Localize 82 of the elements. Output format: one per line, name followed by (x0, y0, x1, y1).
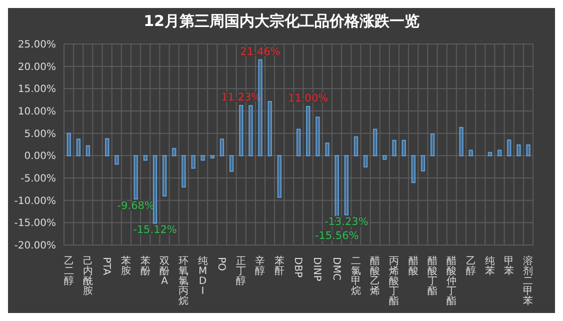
x-tick-label: 丙烯酸丁酯 (389, 256, 400, 307)
bar (210, 155, 215, 158)
x-tick-label: DBP (292, 257, 303, 278)
bar (363, 155, 368, 168)
x-tick-label: 溶剂二甲苯 (523, 255, 534, 307)
bar (526, 144, 530, 156)
bar (411, 155, 416, 184)
bar (182, 155, 186, 188)
bar (220, 138, 224, 156)
bar (162, 155, 167, 196)
bar (468, 150, 473, 156)
x-tick-label: 正丁醇 (236, 256, 246, 287)
bar (248, 105, 253, 156)
y-tick-label: 25.00% (18, 40, 56, 51)
x-tick-label: 苯酐 (274, 255, 284, 277)
x-tick-label: 醋酸仲丁酯 (446, 255, 457, 307)
bar (191, 155, 196, 169)
bar (325, 142, 330, 156)
x-tick-label: PO (215, 257, 226, 272)
bar (268, 101, 272, 156)
bar (143, 155, 148, 161)
x-tick-label: 乙醇 (466, 256, 476, 277)
x-tick-label: 二氯甲烷 (350, 256, 361, 297)
data-label: 21.46% (240, 46, 280, 58)
x-tick-label: 醋酸 (408, 255, 418, 277)
y-tick-label: 15.00% (18, 84, 56, 96)
bar (402, 140, 406, 156)
bar (420, 155, 426, 172)
x-tick-label: 环氧氯丙烷 (178, 256, 189, 307)
y-tick-label: -5.00% (20, 174, 56, 185)
x-tick-label: 己内酰胺 (82, 256, 93, 297)
bar (152, 155, 158, 224)
bar (507, 139, 512, 156)
x-tick-label: 纯MDI (198, 255, 208, 297)
bar (296, 128, 301, 156)
y-tick-label: -10.00% (14, 196, 56, 207)
x-tick-label: 甲苯 (504, 256, 514, 277)
x-tick-label: 苯胺 (121, 255, 132, 277)
bar (354, 136, 358, 156)
y-tick-label: 5.00% (24, 128, 56, 140)
x-tick-label: 醋酸乙烯 (370, 255, 380, 297)
y-tick-label: 10.00% (18, 106, 56, 118)
bar (316, 116, 320, 156)
y-tick-label: -20.00% (14, 240, 56, 252)
x-tick-label: 纯苯 (484, 255, 495, 277)
bar (459, 126, 464, 156)
bar (172, 148, 176, 156)
x-tick-label: 醋酸丁酯 (428, 255, 438, 297)
bar (239, 104, 244, 156)
data-label: -15.56% (314, 230, 359, 242)
bar (76, 138, 81, 156)
bar (105, 138, 110, 156)
bar (497, 150, 502, 156)
data-label: -15.12% (133, 224, 177, 236)
bar (516, 144, 521, 156)
bar (114, 155, 119, 165)
x-tick-label: 乙二醇 (64, 256, 74, 287)
x-tick-label: DINP (311, 257, 322, 282)
x-tick-label: DMC (330, 257, 342, 280)
chart-title: 12月第三周国内大宗化工品价格涨跌一览 (142, 12, 420, 31)
y-tick-label: 20.00% (18, 62, 56, 73)
bar (430, 134, 435, 156)
bar (306, 106, 310, 156)
y-tick-label: -15.00% (14, 218, 56, 230)
x-tick-label: 辛醇 (255, 255, 266, 277)
x-tick-label: PTA (100, 257, 112, 276)
bar (66, 132, 71, 156)
bar (488, 152, 492, 156)
bar (134, 155, 138, 200)
data-label: -9.68% (117, 200, 154, 212)
bar (277, 155, 282, 198)
x-tick-label: 苯酚 (140, 255, 150, 277)
bar (200, 155, 205, 161)
bar (344, 155, 349, 216)
bar (86, 145, 90, 156)
data-label: 11.00% (288, 92, 328, 105)
bar (373, 128, 378, 156)
bar (229, 155, 234, 172)
bar (392, 140, 396, 156)
bar (382, 155, 387, 160)
y-tick-label: 0.00% (24, 151, 56, 162)
x-tick-label: 双酚A (160, 256, 170, 287)
